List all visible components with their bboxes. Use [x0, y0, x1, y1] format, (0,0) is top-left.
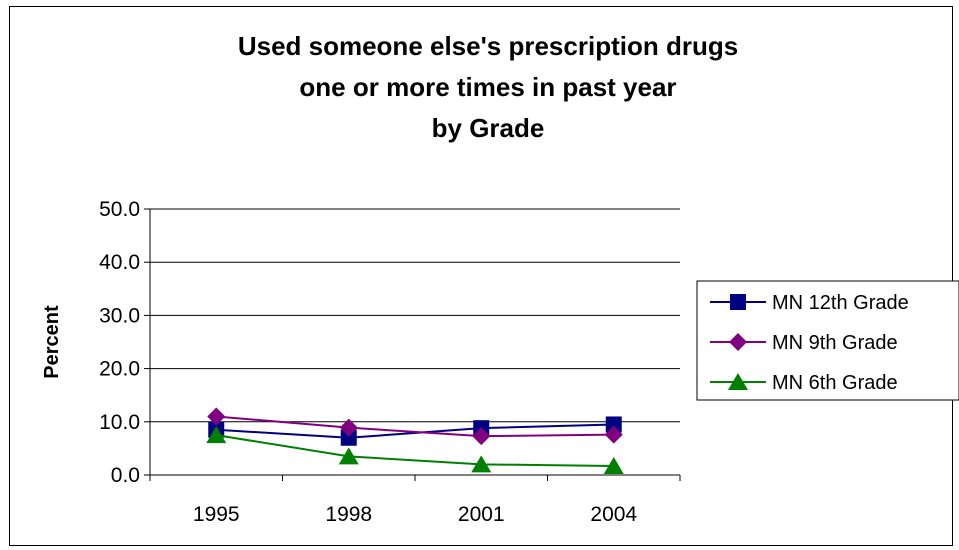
- y-axis-title: Percent: [41, 305, 63, 379]
- chart-title-line-1: Used someone else's prescription drugs: [238, 31, 738, 61]
- data-point-mn-9th-grade-2004: [604, 425, 623, 444]
- chart-title-line-3: by Grade: [432, 113, 545, 143]
- data-point-mn-9th-grade-2001: [472, 427, 491, 446]
- data-point-mn-6th-grade-1998: [338, 447, 359, 465]
- x-tick-label-1998: 1998: [325, 503, 372, 526]
- data-point-mn-9th-grade-1995: [207, 407, 226, 426]
- series-line-mn-12th-grade: [216, 423, 614, 439]
- y-tick-label-0: 0.0: [111, 464, 140, 487]
- legend: MN 12th Grade MN 9th Grade MN 6th Grade: [696, 280, 959, 401]
- series-line-mn-6th-grade: [216, 434, 614, 467]
- data-point-mn-12th-grade-2004: [605, 416, 622, 433]
- y-tick-labels: 0.0 10.0 20.0 30.0 40.0 50.0: [99, 198, 140, 487]
- x-tick-label-2001: 2001: [458, 503, 505, 526]
- legend-item-mn-12th-grade: MN 12th Grade: [710, 292, 909, 314]
- series: [206, 407, 624, 474]
- axes: [144, 208, 681, 481]
- series-line-mn-9th-grade: [216, 415, 614, 438]
- legend-marker-mn-6th-grade: [728, 373, 748, 390]
- data-point-mn-12th-grade-1998: [340, 429, 357, 446]
- y-tick-label-3: 30.0: [99, 304, 140, 327]
- legend-label-mn-12th-grade: MN 12th Grade: [772, 292, 909, 314]
- x-tick-label-2004: 2004: [590, 503, 637, 526]
- y-tick-label-1: 10.0: [99, 411, 140, 434]
- data-point-mn-6th-grade-1995: [206, 426, 227, 444]
- legend-marker-mn-9th-grade: [729, 333, 747, 351]
- legend-marker-mn-12th-grade: [730, 294, 746, 310]
- y-tick-label-2: 20.0: [99, 358, 140, 381]
- chart-title: Used someone else's prescription drugs o…: [238, 31, 738, 143]
- series-mn-6th-grade: [206, 426, 624, 474]
- gridlines: [150, 208, 680, 423]
- x-tick-label-1995: 1995: [193, 503, 240, 526]
- legend-label-mn-6th-grade: MN 6th Grade: [772, 372, 898, 394]
- data-point-mn-9th-grade-1998: [339, 418, 358, 437]
- data-point-mn-6th-grade-2001: [471, 455, 492, 473]
- y-tick-label-4: 40.0: [99, 251, 140, 274]
- series-mn-9th-grade: [207, 407, 623, 446]
- legend-item-mn-9th-grade: MN 9th Grade: [710, 332, 898, 354]
- legend-item-mn-6th-grade: MN 6th Grade: [710, 372, 898, 394]
- chart-title-line-2: one or more times in past year: [299, 72, 676, 102]
- x-tick-labels: 1995 1998 2001 2004: [193, 503, 638, 526]
- data-point-mn-6th-grade-2004: [603, 456, 624, 474]
- legend-label-mn-9th-grade: MN 9th Grade: [772, 332, 898, 354]
- y-tick-label-5: 50.0: [99, 198, 140, 221]
